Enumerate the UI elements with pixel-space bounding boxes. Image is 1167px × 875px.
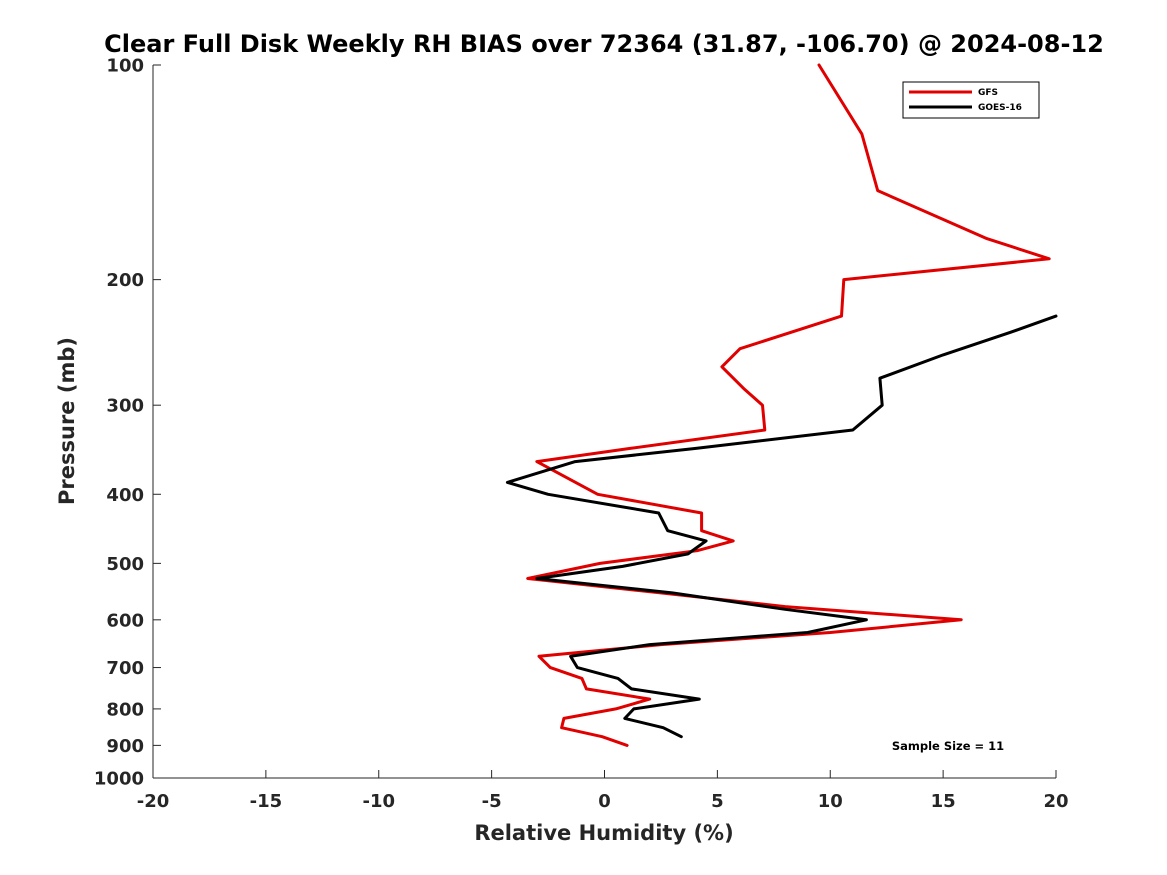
x-tick-label: 5 bbox=[711, 791, 724, 812]
legend-box bbox=[902, 81, 1040, 119]
series-line-gfs bbox=[526, 63, 1051, 747]
y-tick-label: 400 bbox=[106, 485, 144, 506]
x-tick-label: 15 bbox=[931, 791, 956, 812]
x-tick-label: 20 bbox=[1043, 791, 1068, 812]
legend: GFS GOES-16 bbox=[902, 81, 1040, 119]
sample-size-annotation: Sample Size = 11 bbox=[892, 739, 1004, 753]
y-tick-label: 700 bbox=[106, 658, 144, 679]
y-tick-label: 900 bbox=[106, 736, 144, 757]
y-tick-label: 600 bbox=[106, 610, 144, 631]
x-axis-label: Relative Humidity (%) bbox=[474, 821, 733, 845]
x-tick-label: -5 bbox=[482, 791, 502, 812]
x-tick-label: -10 bbox=[362, 791, 395, 812]
y-tick-label: 800 bbox=[106, 699, 144, 720]
legend-label-gfs: GFS bbox=[978, 88, 998, 98]
plot-area: -20 -15 -10 -5 0 5 10 15 20 100 200 300 400 500 600 700… bbox=[94, 56, 1069, 813]
y-axis-label: Pressure (mb) bbox=[55, 337, 79, 505]
x-tick-label: 10 bbox=[818, 791, 843, 812]
x-tick-label: 0 bbox=[598, 791, 611, 812]
y-tick-label: 500 bbox=[106, 554, 144, 575]
y-tick-label: 100 bbox=[106, 56, 144, 77]
chart-title: Clear Full Disk Weekly RH BIAS over 7236… bbox=[104, 30, 1104, 58]
y-tick-label: 1000 bbox=[94, 769, 144, 790]
y-tick-label: 200 bbox=[106, 270, 144, 291]
y-tick-label: 300 bbox=[106, 396, 144, 417]
x-tick-label: -20 bbox=[137, 791, 170, 812]
series-line-goes-16 bbox=[505, 314, 1058, 739]
x-tick-label: -15 bbox=[250, 791, 283, 812]
legend-label-goes16: GOES-16 bbox=[978, 103, 1022, 113]
